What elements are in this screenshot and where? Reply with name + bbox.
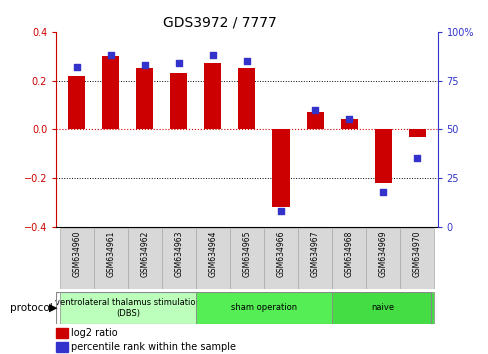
Bar: [162, 228, 196, 289]
Bar: [136, 68, 153, 129]
Bar: [306, 112, 323, 129]
Bar: [238, 68, 255, 129]
Text: GSM634962: GSM634962: [140, 230, 149, 276]
Text: GDS3972 / 7777: GDS3972 / 7777: [163, 16, 276, 30]
Text: GSM634964: GSM634964: [208, 230, 217, 276]
Text: log2 ratio: log2 ratio: [71, 328, 118, 338]
Bar: [204, 63, 221, 129]
Point: [175, 60, 183, 66]
Bar: [272, 129, 289, 207]
Text: GSM634961: GSM634961: [106, 230, 115, 276]
Point: [141, 62, 148, 68]
Bar: [331, 228, 366, 289]
Text: GSM634967: GSM634967: [310, 230, 319, 276]
Bar: [170, 73, 187, 129]
Point: [412, 156, 420, 161]
Bar: [297, 228, 331, 289]
Bar: [399, 228, 433, 289]
Point: [73, 64, 81, 70]
Bar: [229, 228, 264, 289]
Bar: [331, 292, 433, 324]
Text: ventrolateral thalamus stimulation
(DBS): ventrolateral thalamus stimulation (DBS): [55, 298, 200, 318]
Bar: [264, 228, 297, 289]
Bar: [366, 228, 399, 289]
Text: GSM634965: GSM634965: [242, 230, 251, 276]
Text: percentile rank within the sample: percentile rank within the sample: [71, 342, 236, 352]
Text: GSM634960: GSM634960: [72, 230, 81, 276]
Text: GSM634963: GSM634963: [174, 230, 183, 276]
Bar: [56, 328, 67, 338]
Point: [310, 107, 318, 113]
Point: [379, 189, 386, 194]
Bar: [196, 228, 229, 289]
Bar: [68, 76, 85, 129]
Point: [345, 117, 352, 122]
Bar: [60, 292, 196, 324]
Bar: [56, 342, 67, 352]
Text: protocol: protocol: [10, 303, 52, 313]
Text: GSM634968: GSM634968: [344, 230, 353, 276]
Bar: [60, 228, 94, 289]
Bar: [127, 228, 162, 289]
Bar: [94, 228, 127, 289]
Bar: [340, 120, 357, 129]
Point: [106, 52, 114, 58]
Text: naive: naive: [371, 303, 394, 313]
Text: GSM634970: GSM634970: [412, 230, 421, 276]
Text: GSM634969: GSM634969: [378, 230, 387, 276]
Text: ▶: ▶: [48, 303, 57, 313]
Bar: [374, 129, 391, 183]
Text: GSM634966: GSM634966: [276, 230, 285, 276]
Bar: [408, 129, 425, 137]
Bar: [102, 56, 119, 129]
Point: [277, 208, 285, 214]
Point: [208, 52, 216, 58]
Bar: [196, 292, 331, 324]
Text: sham operation: sham operation: [230, 303, 296, 313]
Point: [243, 58, 250, 64]
